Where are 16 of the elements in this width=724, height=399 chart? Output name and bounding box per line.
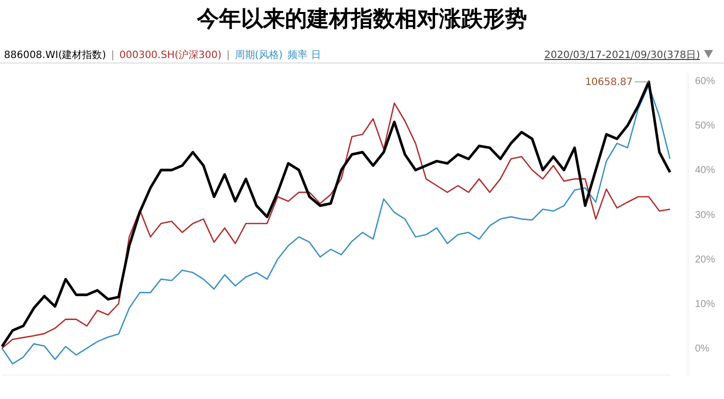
y-tick-label: 10%: [695, 298, 716, 310]
y-tick-label: 0%: [695, 343, 710, 354]
text: 886008.WI(建材指数): [4, 49, 106, 61]
chart-title: 今年以来的建材指数相对涨跌形势: [196, 7, 527, 32]
text: |: [111, 50, 114, 61]
text: |: [226, 50, 230, 61]
text: 频率 日: [288, 49, 321, 61]
y-tick-label: 60%: [695, 76, 716, 88]
y-tick-label: 30%: [695, 210, 716, 221]
text: 000300.SH(沪深300): [119, 49, 222, 61]
text: 周期(风格): [234, 49, 283, 61]
text: 2020/03/17-2021/09/30(378日): [544, 50, 700, 61]
y-tick-label: 20%: [695, 254, 716, 266]
annotation: 10658.87: [585, 76, 633, 88]
y-tick-label: 50%: [695, 120, 716, 132]
y-tick-label: 40%: [695, 165, 716, 176]
